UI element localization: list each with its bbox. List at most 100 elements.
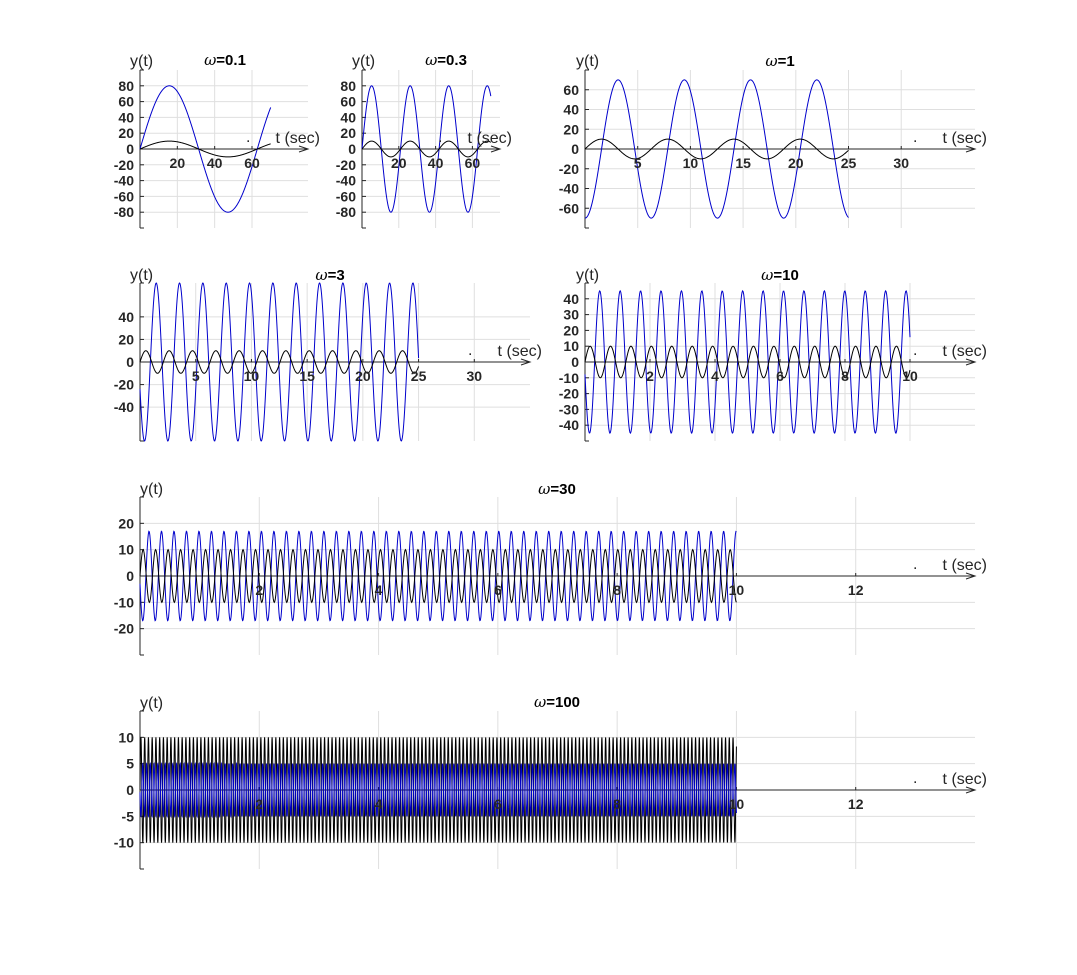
y-tick-label: 0 (126, 782, 134, 798)
subplot-title: ω=1 (765, 52, 794, 70)
y-tick-label: 40 (340, 109, 356, 125)
omega-value: =1 (778, 53, 795, 70)
y-tick-label: 60 (563, 82, 579, 98)
y-tick-label: -40 (336, 173, 356, 189)
series-line-0 (361, 85, 492, 213)
x-axis-arrow (490, 145, 502, 153)
y-tick-label: 40 (563, 102, 579, 118)
x-tick-label: 30 (466, 368, 482, 384)
x-axis-label: t (sec) (943, 130, 987, 147)
x-tick-label: 10 (683, 155, 699, 171)
x-tick-label: 40 (207, 155, 223, 171)
series-line-1 (139, 350, 420, 374)
series-line-0 (584, 79, 849, 219)
x-tick-label: 6 (776, 368, 784, 384)
x-axis-arrow (965, 786, 977, 794)
y-tick-label: 20 (563, 322, 579, 338)
x-axis-dot: . (913, 770, 917, 787)
omega-symbol: ω (534, 693, 546, 711)
omega-symbol: ω (425, 51, 437, 69)
y-tick-label: 0 (126, 141, 134, 157)
y-tick-label: 20 (118, 331, 134, 347)
x-tick-label: 10 (729, 582, 745, 598)
series-line-0 (139, 282, 420, 442)
series-line-1 (584, 138, 849, 160)
y-tick-label: -10 (114, 835, 134, 851)
omega-symbol: ω (538, 480, 550, 498)
y-tick-label: 60 (118, 94, 134, 110)
series-line-1 (584, 345, 911, 379)
y-tick-label: 80 (340, 78, 356, 94)
x-tick-label: 8 (613, 582, 621, 598)
omega-symbol: ω (765, 52, 777, 70)
subplot-title: ω=10 (761, 266, 799, 284)
series-line-1 (139, 761, 737, 819)
x-axis-label: t (sec) (498, 343, 542, 360)
y-tick-label: 0 (571, 354, 579, 370)
x-tick-label: 4 (711, 368, 719, 384)
y-tick-label: -20 (114, 621, 134, 637)
omega-symbol: ω (204, 51, 216, 69)
x-tick-label: 60 (465, 155, 481, 171)
x-tick-label: 4 (375, 796, 383, 812)
x-tick-label: 20 (788, 155, 804, 171)
y-axis-label: y(t) (130, 53, 153, 70)
x-tick-label: 40 (428, 155, 444, 171)
x-axis-label: t (sec) (468, 130, 512, 147)
y-tick-label: -20 (559, 161, 579, 177)
series-line-0 (139, 85, 272, 213)
y-axis-label: y(t) (140, 481, 163, 498)
y-tick-label: 10 (118, 542, 134, 558)
x-tick-label: 6 (494, 796, 502, 812)
subplot-6: 2 4 6 8 10 12 -10 -5 0 5 10 y(t). t (sec) ω=100 (114, 693, 987, 870)
y-tick-label: -20 (336, 157, 356, 173)
y-tick-label: 10 (563, 338, 579, 354)
y-axis-label: y(t) (140, 695, 163, 712)
y-tick-label: 20 (563, 121, 579, 137)
y-axis-label: y(t) (352, 53, 375, 70)
x-tick-label: 15 (299, 368, 315, 384)
omega-value: =0.1 (216, 52, 246, 69)
x-axis-arrow (965, 145, 977, 153)
y-axis-label: y(t) (130, 267, 153, 284)
subplot-5: 2 4 6 8 10 12 -20 -10 0 10 20 y(t). t (sec) ω=30 (114, 480, 987, 656)
x-tick-label: 5 (634, 155, 642, 171)
x-axis-label: t (sec) (276, 130, 320, 147)
x-axis-dot: . (438, 129, 442, 146)
y-tick-label: -40 (114, 173, 134, 189)
series-line-0 (139, 530, 737, 622)
subplot-title: ω=100 (534, 693, 580, 711)
y-tick-label: 40 (118, 109, 134, 125)
x-tick-label: 4 (375, 582, 383, 598)
y-tick-label: -10 (559, 370, 579, 386)
y-tick-label: 0 (126, 568, 134, 584)
x-tick-label: 25 (841, 155, 857, 171)
y-tick-label: -80 (336, 204, 356, 220)
x-tick-label: 20 (391, 155, 407, 171)
omega-symbol: ω (315, 266, 327, 284)
x-axis-arrow (520, 358, 532, 366)
omega-value: =0.3 (437, 52, 467, 69)
y-tick-label: -10 (114, 594, 134, 610)
y-tick-label: -60 (559, 200, 579, 216)
series-line-1 (361, 140, 492, 158)
x-axis-arrow (965, 358, 977, 366)
y-tick-label: 20 (340, 125, 356, 141)
series-line-1 (139, 548, 737, 604)
subplot-title: ω=3 (315, 266, 344, 284)
x-tick-label: 8 (613, 796, 621, 812)
y-tick-label: -20 (559, 386, 579, 402)
y-axis-label: y(t) (576, 267, 599, 284)
x-tick-label: 2 (255, 796, 263, 812)
subplot-title: ω=0.3 (425, 51, 467, 69)
y-tick-label: 80 (118, 78, 134, 94)
series-line-1 (139, 140, 271, 158)
subplot-2: 5 10 15 20 25 30 -60 -40 -20 0 20 40 60 y(t). t (sec) ω… (559, 52, 987, 229)
y-tick-label: 60 (340, 94, 356, 110)
y-tick-label: 40 (563, 291, 579, 307)
x-axis-dot: . (913, 129, 917, 146)
omega-value: =3 (328, 267, 345, 284)
